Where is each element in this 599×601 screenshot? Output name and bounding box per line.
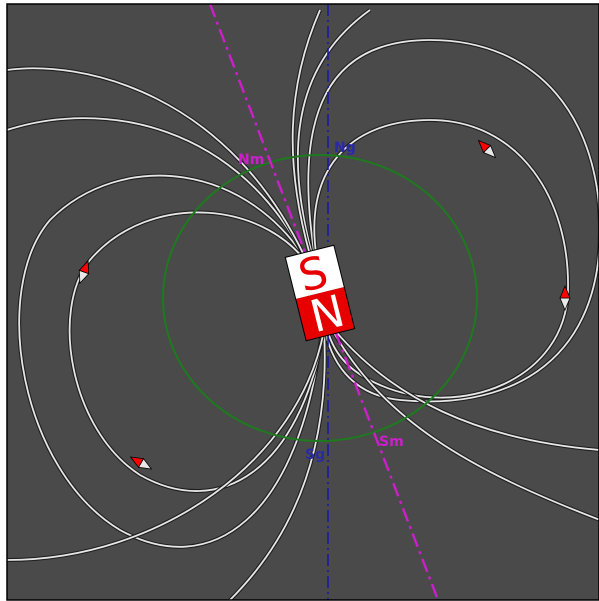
earth-circle xyxy=(162,154,478,442)
compass-needle-icon xyxy=(78,259,90,285)
field-line xyxy=(7,117,311,269)
bar-magnet-icon: S N xyxy=(284,244,356,343)
field-line xyxy=(307,39,599,403)
magnet-north-half xyxy=(295,286,355,341)
field-line xyxy=(313,119,569,399)
geographic-north-label: Ng xyxy=(334,140,356,156)
field-lines xyxy=(7,8,599,600)
field-line xyxy=(7,67,310,267)
compasses xyxy=(78,139,571,470)
magnetic-north-label: Nm xyxy=(238,152,264,168)
field-line xyxy=(229,329,326,600)
compass-needle-icon xyxy=(477,139,497,159)
compass-needle-north-tip xyxy=(129,456,145,469)
field-line xyxy=(68,211,325,492)
field-line xyxy=(327,321,599,521)
plot-frame xyxy=(6,3,599,601)
field-line xyxy=(18,174,323,548)
field-line xyxy=(327,321,599,451)
field-line xyxy=(291,9,321,263)
compass-needle-north-tip xyxy=(78,259,90,275)
magnet-outline xyxy=(284,244,356,342)
compass-needle-icon xyxy=(129,456,153,470)
compass-needle-north-tip xyxy=(559,284,571,299)
compass-needle-north-tip xyxy=(477,139,492,154)
magnet-south-half xyxy=(285,245,345,300)
field-line xyxy=(296,9,371,263)
compass-needle-icon xyxy=(559,284,571,312)
field-line xyxy=(7,329,325,561)
magnetic-south-label: Sm xyxy=(379,434,404,450)
geographic-south-label: Sg xyxy=(305,447,325,463)
